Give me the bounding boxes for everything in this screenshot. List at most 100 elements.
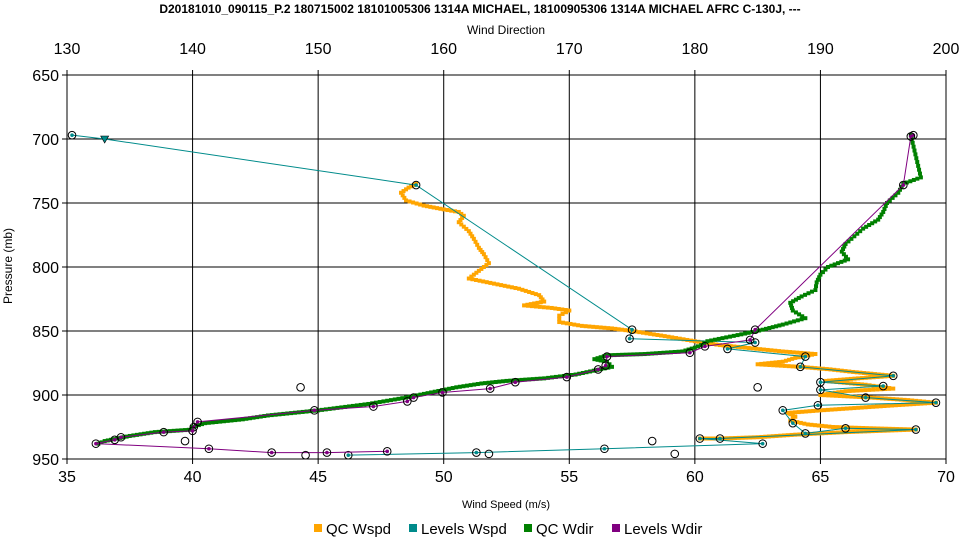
levels-wdir-point bbox=[325, 450, 329, 455]
levels-wspd-circle-marker bbox=[841, 423, 850, 433]
qc-wdir-point bbox=[672, 349, 677, 354]
qc-wspd-point bbox=[399, 190, 404, 195]
qc-wspd-point bbox=[538, 295, 543, 300]
qc-wspd-point bbox=[466, 276, 471, 281]
qc-wspd-point bbox=[750, 346, 755, 351]
qc-wspd-point bbox=[700, 340, 705, 345]
qc-wdir-point bbox=[724, 335, 729, 340]
qc-wdir-point bbox=[623, 352, 628, 357]
qc-wdir-point bbox=[175, 428, 180, 433]
levels-wspd-circle-marker bbox=[472, 448, 481, 457]
qc-wdir-point bbox=[876, 217, 881, 222]
levels-wdir-circle-marker bbox=[562, 372, 572, 382]
qc-wspd-point bbox=[828, 430, 833, 435]
levels-wdir-circle-marker bbox=[159, 427, 168, 437]
qc-wdir-point bbox=[225, 418, 230, 423]
qc-wspd-point bbox=[485, 258, 490, 263]
qc-wspd-point bbox=[800, 409, 805, 414]
qc-wspd-point bbox=[499, 283, 504, 288]
qc-wdir-point bbox=[918, 175, 923, 180]
qc-wspd-point bbox=[814, 408, 819, 413]
qc-wspd-point bbox=[746, 346, 751, 351]
qc-wdir-point bbox=[852, 234, 857, 239]
top-tick-label: 130 bbox=[54, 41, 81, 58]
qc-wdir-point bbox=[743, 331, 748, 336]
qc-wdir-point bbox=[846, 239, 851, 244]
levels-wspd-circle-marker bbox=[911, 425, 921, 434]
qc-wspd-point bbox=[867, 387, 872, 392]
qc-wspd-point bbox=[891, 386, 896, 391]
qc-wdir-point bbox=[914, 156, 919, 161]
qc-wspd-point bbox=[837, 377, 842, 382]
levels-wdir-circle-marker bbox=[369, 402, 378, 411]
qc-wspd-point bbox=[506, 284, 511, 289]
top-tick-label: 170 bbox=[556, 41, 583, 58]
qc-wspd-point bbox=[771, 363, 776, 368]
qc-wspd-point bbox=[767, 362, 772, 367]
qc-wspd-point bbox=[874, 404, 879, 409]
levels-wspd-point bbox=[602, 446, 607, 451]
levels-wspd-point bbox=[791, 421, 795, 425]
qc-wspd-point bbox=[844, 406, 849, 411]
levels-wdir-point bbox=[94, 441, 98, 446]
qc-wspd-point bbox=[796, 355, 801, 360]
qc-wdir-point bbox=[388, 398, 393, 403]
qc-wspd-point bbox=[898, 397, 903, 402]
qc-wdir-point bbox=[789, 303, 794, 308]
qc-wspd-point bbox=[527, 289, 532, 294]
qc-wdir-point bbox=[493, 380, 498, 385]
qc-wspd-point bbox=[841, 406, 846, 411]
qc-wspd-point bbox=[528, 302, 533, 307]
qc-wdir-point bbox=[887, 198, 892, 203]
qc-wdir-point bbox=[602, 366, 607, 371]
qc-wspd-point bbox=[851, 429, 856, 434]
qc-wdir-point bbox=[527, 377, 532, 382]
qc-wspd-point bbox=[488, 280, 493, 285]
levels-wdir-point bbox=[405, 399, 410, 404]
qc-wspd-point bbox=[849, 394, 854, 399]
qc-wdir-point bbox=[515, 378, 520, 383]
qc-wdir-point bbox=[479, 381, 484, 386]
qc-wdir-point bbox=[439, 388, 444, 393]
qc-wspd-point bbox=[591, 324, 596, 329]
qc-wdir-point bbox=[561, 373, 566, 378]
unlinked-circle-marker bbox=[647, 436, 657, 446]
qc-wspd-point bbox=[857, 425, 862, 430]
bottom-tick-label: 35 bbox=[58, 469, 76, 486]
levels-wdir-point bbox=[411, 395, 416, 400]
levels-wdir-point bbox=[269, 450, 274, 455]
qc-wspd-point bbox=[825, 407, 830, 412]
qc-wdir-point bbox=[705, 339, 710, 344]
levels-wdir-point bbox=[901, 183, 906, 187]
qc-wspd-point bbox=[542, 299, 547, 304]
qc-wspd-point bbox=[837, 407, 842, 412]
levels-wspd-point bbox=[914, 427, 918, 432]
qc-wspd-point bbox=[846, 425, 851, 430]
qc-wspd-point bbox=[421, 203, 426, 208]
qc-wspd-point bbox=[893, 403, 898, 408]
levels-wspd-point bbox=[760, 441, 765, 446]
qc-wdir-point bbox=[504, 378, 509, 383]
qc-wdir-point bbox=[665, 350, 670, 355]
qc-wdir-point bbox=[884, 201, 889, 205]
qc-wspd-point bbox=[670, 335, 675, 340]
bottom-tick-label: 70 bbox=[937, 469, 955, 486]
qc-wspd-point bbox=[859, 429, 864, 434]
qc-wdir-point bbox=[447, 386, 452, 391]
qc-wdir-point bbox=[784, 321, 789, 326]
qc-wdir-point bbox=[199, 422, 204, 427]
qc-wspd-point bbox=[864, 426, 869, 431]
qc-wdir-point bbox=[806, 291, 811, 296]
qc-wdir-point bbox=[800, 314, 805, 319]
levels-wspd-circle-marker bbox=[931, 398, 941, 407]
qc-wspd-point bbox=[775, 363, 780, 368]
qc-wdir-point bbox=[183, 428, 188, 433]
qc-wspd-point bbox=[915, 401, 920, 406]
qc-wspd-point bbox=[484, 263, 489, 268]
qc-wdir-point bbox=[179, 428, 184, 433]
levels-wdir-point bbox=[513, 380, 518, 385]
qc-wdir-point bbox=[171, 428, 176, 433]
unlinked-circle-marker bbox=[301, 450, 310, 460]
levels-wdir-point bbox=[385, 449, 390, 454]
qc-wdir-point bbox=[149, 430, 154, 435]
